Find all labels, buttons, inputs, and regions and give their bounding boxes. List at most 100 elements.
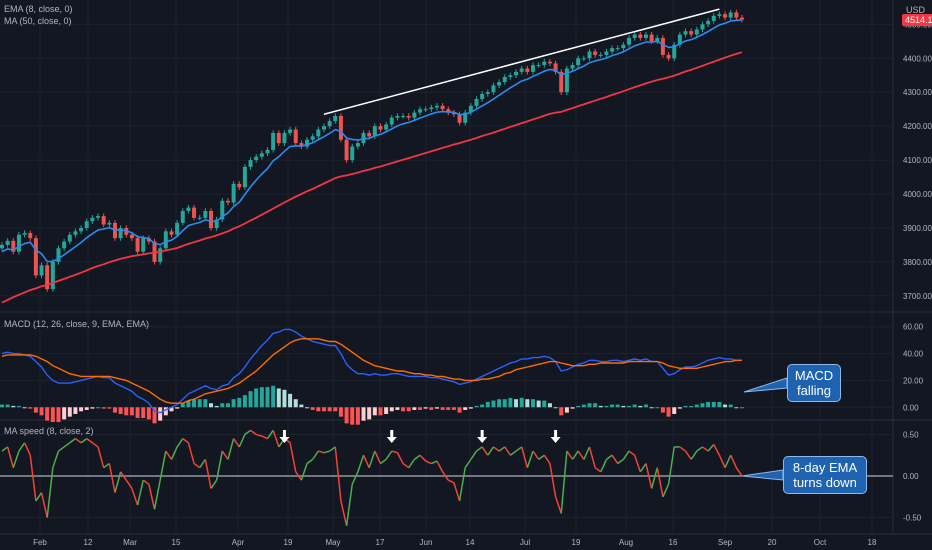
- speed-segment: [532, 450, 540, 460]
- ema-turns-down-callout: 8-day EMA turns down: [783, 456, 867, 494]
- macd-histogram-bar: [163, 407, 168, 416]
- candle-body: [56, 248, 61, 262]
- candle-body: [689, 31, 694, 35]
- macd-histogram-bar: [321, 407, 326, 412]
- macd-histogram-bar: [434, 407, 439, 409]
- speed-segment: [91, 442, 99, 448]
- time-tick-label: 18: [868, 538, 877, 547]
- macd-histogram-bar: [220, 403, 225, 408]
- macd-histogram-bar: [564, 407, 569, 413]
- speed-segment: [724, 454, 732, 469]
- speed-segment: [52, 450, 60, 468]
- macd-tick-label: 40.00: [903, 350, 924, 359]
- macd-histogram-bar: [73, 407, 78, 414]
- speed-segment: [617, 458, 624, 465]
- candle-body: [338, 115, 343, 140]
- speed-segment: [515, 446, 523, 452]
- speed-segment: [255, 433, 263, 437]
- macd-histogram-bar: [248, 391, 253, 408]
- speed-segment: [340, 500, 348, 527]
- speed-segment: [159, 450, 167, 481]
- candle-body: [559, 71, 564, 93]
- macd-histogram-bar: [406, 407, 411, 412]
- speed-segment: [526, 450, 534, 468]
- macd-callout-line1: MACD: [794, 368, 834, 383]
- signal-line: [1, 338, 742, 404]
- candle-body: [282, 132, 287, 144]
- macd-histogram-bar: [700, 403, 705, 408]
- macd-histogram-bar: [333, 407, 338, 412]
- time-tick-label: Feb: [33, 538, 47, 547]
- candle-body: [5, 240, 10, 245]
- candle-body: [242, 166, 247, 188]
- macd-histogram-bar: [118, 407, 123, 414]
- candle-body: [180, 210, 185, 223]
- macd-histogram-bar: [50, 407, 55, 423]
- macd-histogram-bar: [610, 404, 615, 408]
- time-tick-label: Jun: [420, 538, 433, 547]
- candle-body: [502, 76, 507, 83]
- macd-histogram-bar: [180, 403, 185, 408]
- speed-segment: [702, 446, 709, 452]
- speed-segment: [656, 467, 664, 497]
- macd-histogram-bar: [457, 407, 462, 413]
- macd-histogram-bar: [203, 399, 208, 408]
- speed-segment: [250, 429, 257, 436]
- speed-segment: [351, 471, 359, 485]
- macd-histogram-bar: [423, 407, 428, 409]
- macd-histogram-bar: [440, 407, 445, 410]
- candle-body: [310, 136, 315, 140]
- time-tick-label: Mar: [123, 538, 137, 547]
- macd-histogram-bar: [242, 395, 247, 408]
- macd-histogram-bar: [621, 405, 626, 408]
- trendline: [323, 8, 720, 116]
- ma-legend: MA (50, close, 0): [4, 16, 72, 26]
- time-tick-label: 19: [284, 538, 293, 547]
- macd-histogram-bar: [0, 404, 4, 408]
- macd-histogram-bar: [412, 407, 417, 410]
- speed-segment: [554, 496, 562, 514]
- candle-body: [39, 265, 44, 276]
- macd-histogram-bar: [107, 407, 112, 409]
- macd-histogram-bar: [56, 407, 61, 423]
- speed-segment: [80, 438, 88, 444]
- candle-body: [254, 156, 259, 161]
- candle-body: [384, 124, 389, 130]
- candle-body: [728, 12, 733, 18]
- macd-histogram-bar: [740, 407, 744, 409]
- speed-segment: [345, 484, 353, 526]
- candle-body: [627, 37, 632, 45]
- currency-label: USD: [906, 5, 926, 15]
- candle-body: [299, 143, 304, 147]
- candle-body: [355, 143, 360, 147]
- price-tick-label: 4100.00: [903, 156, 932, 165]
- candle-body: [146, 238, 151, 242]
- time-tick-label: Aug: [619, 538, 633, 547]
- speed-tick-label: 0.50: [903, 430, 919, 439]
- candle-body: [660, 37, 665, 55]
- macd-histogram-bar: [276, 388, 281, 408]
- speed-segment: [193, 462, 201, 469]
- speed-segment: [520, 446, 529, 468]
- speed-segment: [86, 438, 93, 444]
- speed-segment: [215, 450, 224, 481]
- candle-body: [570, 65, 575, 69]
- macd-tick-label: 0.00: [903, 403, 919, 412]
- candle-body: [598, 54, 603, 56]
- macd-histogram-bar: [553, 407, 558, 409]
- candle-body: [587, 51, 592, 59]
- macd-histogram-bar: [96, 407, 101, 409]
- candle-body: [530, 65, 535, 72]
- time-tick-label: Apr: [232, 538, 245, 547]
- speed-segment: [431, 460, 438, 465]
- candle-body: [508, 75, 513, 77]
- candle-body: [615, 48, 620, 50]
- speed-segment: [6, 446, 15, 468]
- candle-body: [237, 183, 242, 188]
- speed-segment: [458, 467, 466, 502]
- speed-segment: [464, 458, 472, 469]
- candle-body: [11, 240, 16, 252]
- speed-segment: [221, 450, 229, 460]
- macd-histogram-bar: [446, 407, 451, 410]
